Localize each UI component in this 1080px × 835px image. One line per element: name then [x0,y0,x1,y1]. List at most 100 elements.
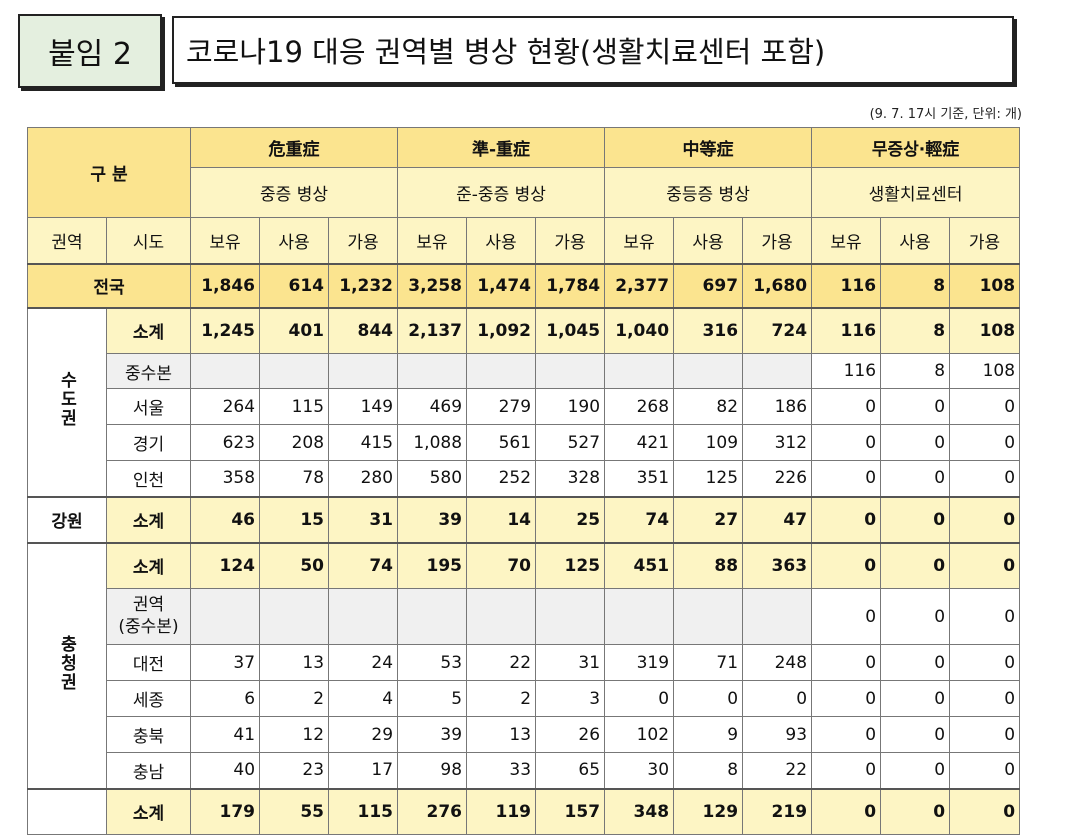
value-cell: 125 [673,460,744,497]
value-cell: 149 [328,388,399,425]
column-header-2-2: 가용 [742,217,813,264]
value-cell: 29 [328,716,399,753]
value-cell: 0 [811,495,882,543]
value-cell: 0 [949,495,1021,543]
value-cell: 0 [742,680,813,717]
group-critical-sub: 중증 병상 [190,167,399,218]
value-cell: 401 [259,306,330,354]
value-cell: 23 [259,752,330,789]
value-cell: 74 [328,541,399,589]
column-header-1-0: 보유 [397,217,468,264]
column-header-3-1: 사용 [880,217,951,264]
value-cell: 116 [811,306,882,354]
value-cell: 93 [742,716,813,753]
chungcheong-subtotal-label: 소계 [105,541,192,589]
city-label: 충남 [105,752,192,789]
bed-status-table: 구 분 危重症 準-重症 中等症 무증상·輕症 중증 병상 준-중증 병상 중등… [26,127,1021,835]
value-cell: 1,045 [535,306,606,354]
value-cell: 1,088 [397,424,468,461]
value-cell: 3 [535,680,606,717]
column-header-3-0: 보유 [811,217,882,264]
value-cell: 50 [259,541,330,589]
value-cell [604,353,675,389]
value-cell: 157 [535,787,606,835]
value-cell: 186 [742,388,813,425]
value-cell [466,588,537,645]
value-cell: 179 [190,787,261,835]
value-cell: 623 [190,424,261,461]
value-cell: 363 [742,541,813,589]
value-cell: 348 [604,787,675,835]
value-cell: 580 [397,460,468,497]
region-header: 권역 [27,217,107,264]
column-header-1-2: 가용 [535,217,606,264]
gangwon-subtotal-label: 소계 [105,495,192,543]
value-cell: 33 [466,752,537,789]
value-cell: 190 [535,388,606,425]
value-cell: 724 [742,306,813,354]
value-cell: 279 [466,388,537,425]
reference-note: (9. 7. 17시 기준, 단위: 개) [869,107,1022,122]
value-cell: 0 [604,680,675,717]
region-gangwon: 강원 [27,495,107,543]
value-cell: 697 [673,262,744,308]
city-header: 시도 [105,217,192,264]
value-cell: 70 [466,541,537,589]
value-cell: 8 [880,306,951,354]
value-cell: 0 [811,787,882,835]
value-cell: 264 [190,388,261,425]
value-cell: 614 [259,262,330,308]
value-cell: 115 [259,388,330,425]
value-cell: 0 [880,388,951,425]
value-cell: 1,040 [604,306,675,354]
capital-subtotal-label: 소계 [105,306,192,354]
value-cell: 226 [742,460,813,497]
value-cell: 0 [949,424,1021,461]
value-cell: 0 [811,541,882,589]
value-cell: 108 [949,306,1021,354]
value-cell: 40 [190,752,261,789]
value-cell: 2,137 [397,306,468,354]
value-cell: 0 [880,588,951,645]
value-cell: 53 [397,644,468,681]
value-cell: 451 [604,541,675,589]
value-cell: 0 [811,388,882,425]
column-header-0-1: 사용 [259,217,330,264]
group-mild-header: 무증상·輕症 [811,127,1021,168]
group-critical-header: 危重症 [190,127,399,168]
value-cell: 39 [397,495,468,543]
value-cell: 2,377 [604,262,675,308]
city-label: 인천 [105,460,192,497]
value-cell: 0 [880,541,951,589]
value-cell: 1,784 [535,262,606,308]
value-cell: 219 [742,787,813,835]
national-label: 전국 [26,262,192,308]
value-cell [604,588,675,645]
value-cell [673,353,744,389]
value-cell: 71 [673,644,744,681]
value-cell: 0 [880,680,951,717]
value-cell: 0 [949,460,1021,497]
value-cell: 0 [880,460,951,497]
value-cell: 0 [880,752,951,789]
value-cell: 0 [811,680,882,717]
page-title: 코로나19 대응 권역별 병상 현황(생활치료센터 포함) [172,16,1014,84]
value-cell: 195 [397,541,468,589]
column-header-2-0: 보유 [604,217,675,264]
value-cell: 0 [811,752,882,789]
value-cell: 8 [673,752,744,789]
value-cell [259,588,330,645]
group-moderate-header: 中等症 [604,127,813,168]
value-cell: 0 [673,680,744,717]
value-cell: 0 [811,424,882,461]
value-cell: 0 [811,716,882,753]
value-cell: 22 [742,752,813,789]
value-cell: 17 [328,752,399,789]
value-cell: 1,245 [190,306,261,354]
value-cell: 125 [535,541,606,589]
value-cell [466,353,537,389]
value-cell: 41 [190,716,261,753]
value-cell: 24 [328,644,399,681]
value-cell: 0 [811,588,882,645]
column-header-1-1: 사용 [466,217,537,264]
